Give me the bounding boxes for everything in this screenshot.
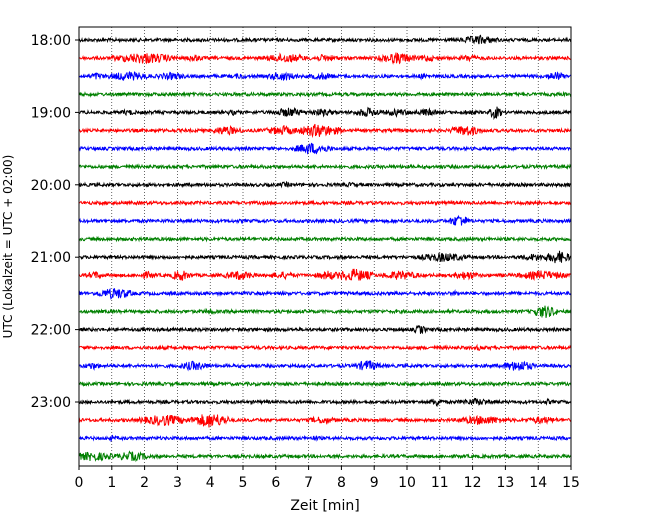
x-tick-label: 14 <box>529 475 547 491</box>
x-tick-label: 15 <box>562 475 580 491</box>
trace-2145 <box>78 305 572 318</box>
y-tick-label: 23:00 <box>31 395 71 411</box>
plot-frame <box>78 26 572 467</box>
trace-2300 <box>78 397 572 408</box>
x-tick-label: 0 <box>75 475 84 491</box>
grid-layer <box>111 27 539 466</box>
trace-2245 <box>78 380 572 388</box>
trace-1945 <box>78 163 572 171</box>
trace-2345 <box>78 450 572 463</box>
trace-2330 <box>78 434 572 443</box>
trace-2215 <box>78 343 572 352</box>
trace-1830 <box>78 70 572 81</box>
trace-1845 <box>78 90 572 98</box>
tick-layer: 0 1 2 3 4 5 6 7 8 9 10 11 12 13 14 1518:0019:0020:0021:… <box>31 33 580 491</box>
trace-2030 <box>78 214 572 226</box>
y-tick-label: 20:00 <box>31 178 71 194</box>
trace-2115 <box>78 268 572 281</box>
trace-2130 <box>78 287 572 300</box>
x-tick-label: 7 <box>304 475 313 491</box>
trace-2045 <box>78 235 572 243</box>
x-axis-label: Zeit [min] <box>290 498 359 514</box>
trace-1930 <box>78 142 572 155</box>
trace-2200 <box>78 324 572 335</box>
y-axis-label: UTC (Lokalzeit = UTC + 02:00) <box>1 155 15 339</box>
x-tick-label: 12 <box>464 475 482 491</box>
trace-2230 <box>78 360 572 372</box>
x-tick-label: 11 <box>431 475 449 491</box>
x-tick-label: 10 <box>398 475 416 491</box>
trace-2015 <box>78 199 572 207</box>
trace-1800 <box>78 34 572 45</box>
y-tick-label: 21:00 <box>31 250 71 266</box>
trace-1915 <box>78 123 572 139</box>
trace-2000 <box>78 180 572 189</box>
trace-2100 <box>78 250 572 264</box>
x-tick-label: 3 <box>173 475 182 491</box>
y-tick-label: 18:00 <box>31 33 71 49</box>
y-tick-label: 19:00 <box>31 105 71 121</box>
x-tick-label: 2 <box>140 475 149 491</box>
x-tick-label: 6 <box>271 475 280 491</box>
x-tick-label: 1 <box>107 475 116 491</box>
y-tick-label: 22:00 <box>31 323 71 339</box>
x-tick-label: 13 <box>496 475 514 491</box>
x-tick-label: 9 <box>370 475 379 491</box>
x-tick-label: 8 <box>337 475 346 491</box>
trace-1900 <box>78 106 572 121</box>
x-tick-label: 4 <box>206 475 215 491</box>
trace-1815 <box>78 52 572 65</box>
trace-2315 <box>78 414 572 428</box>
x-tick-label: 5 <box>239 475 248 491</box>
trace-layer <box>78 34 572 463</box>
